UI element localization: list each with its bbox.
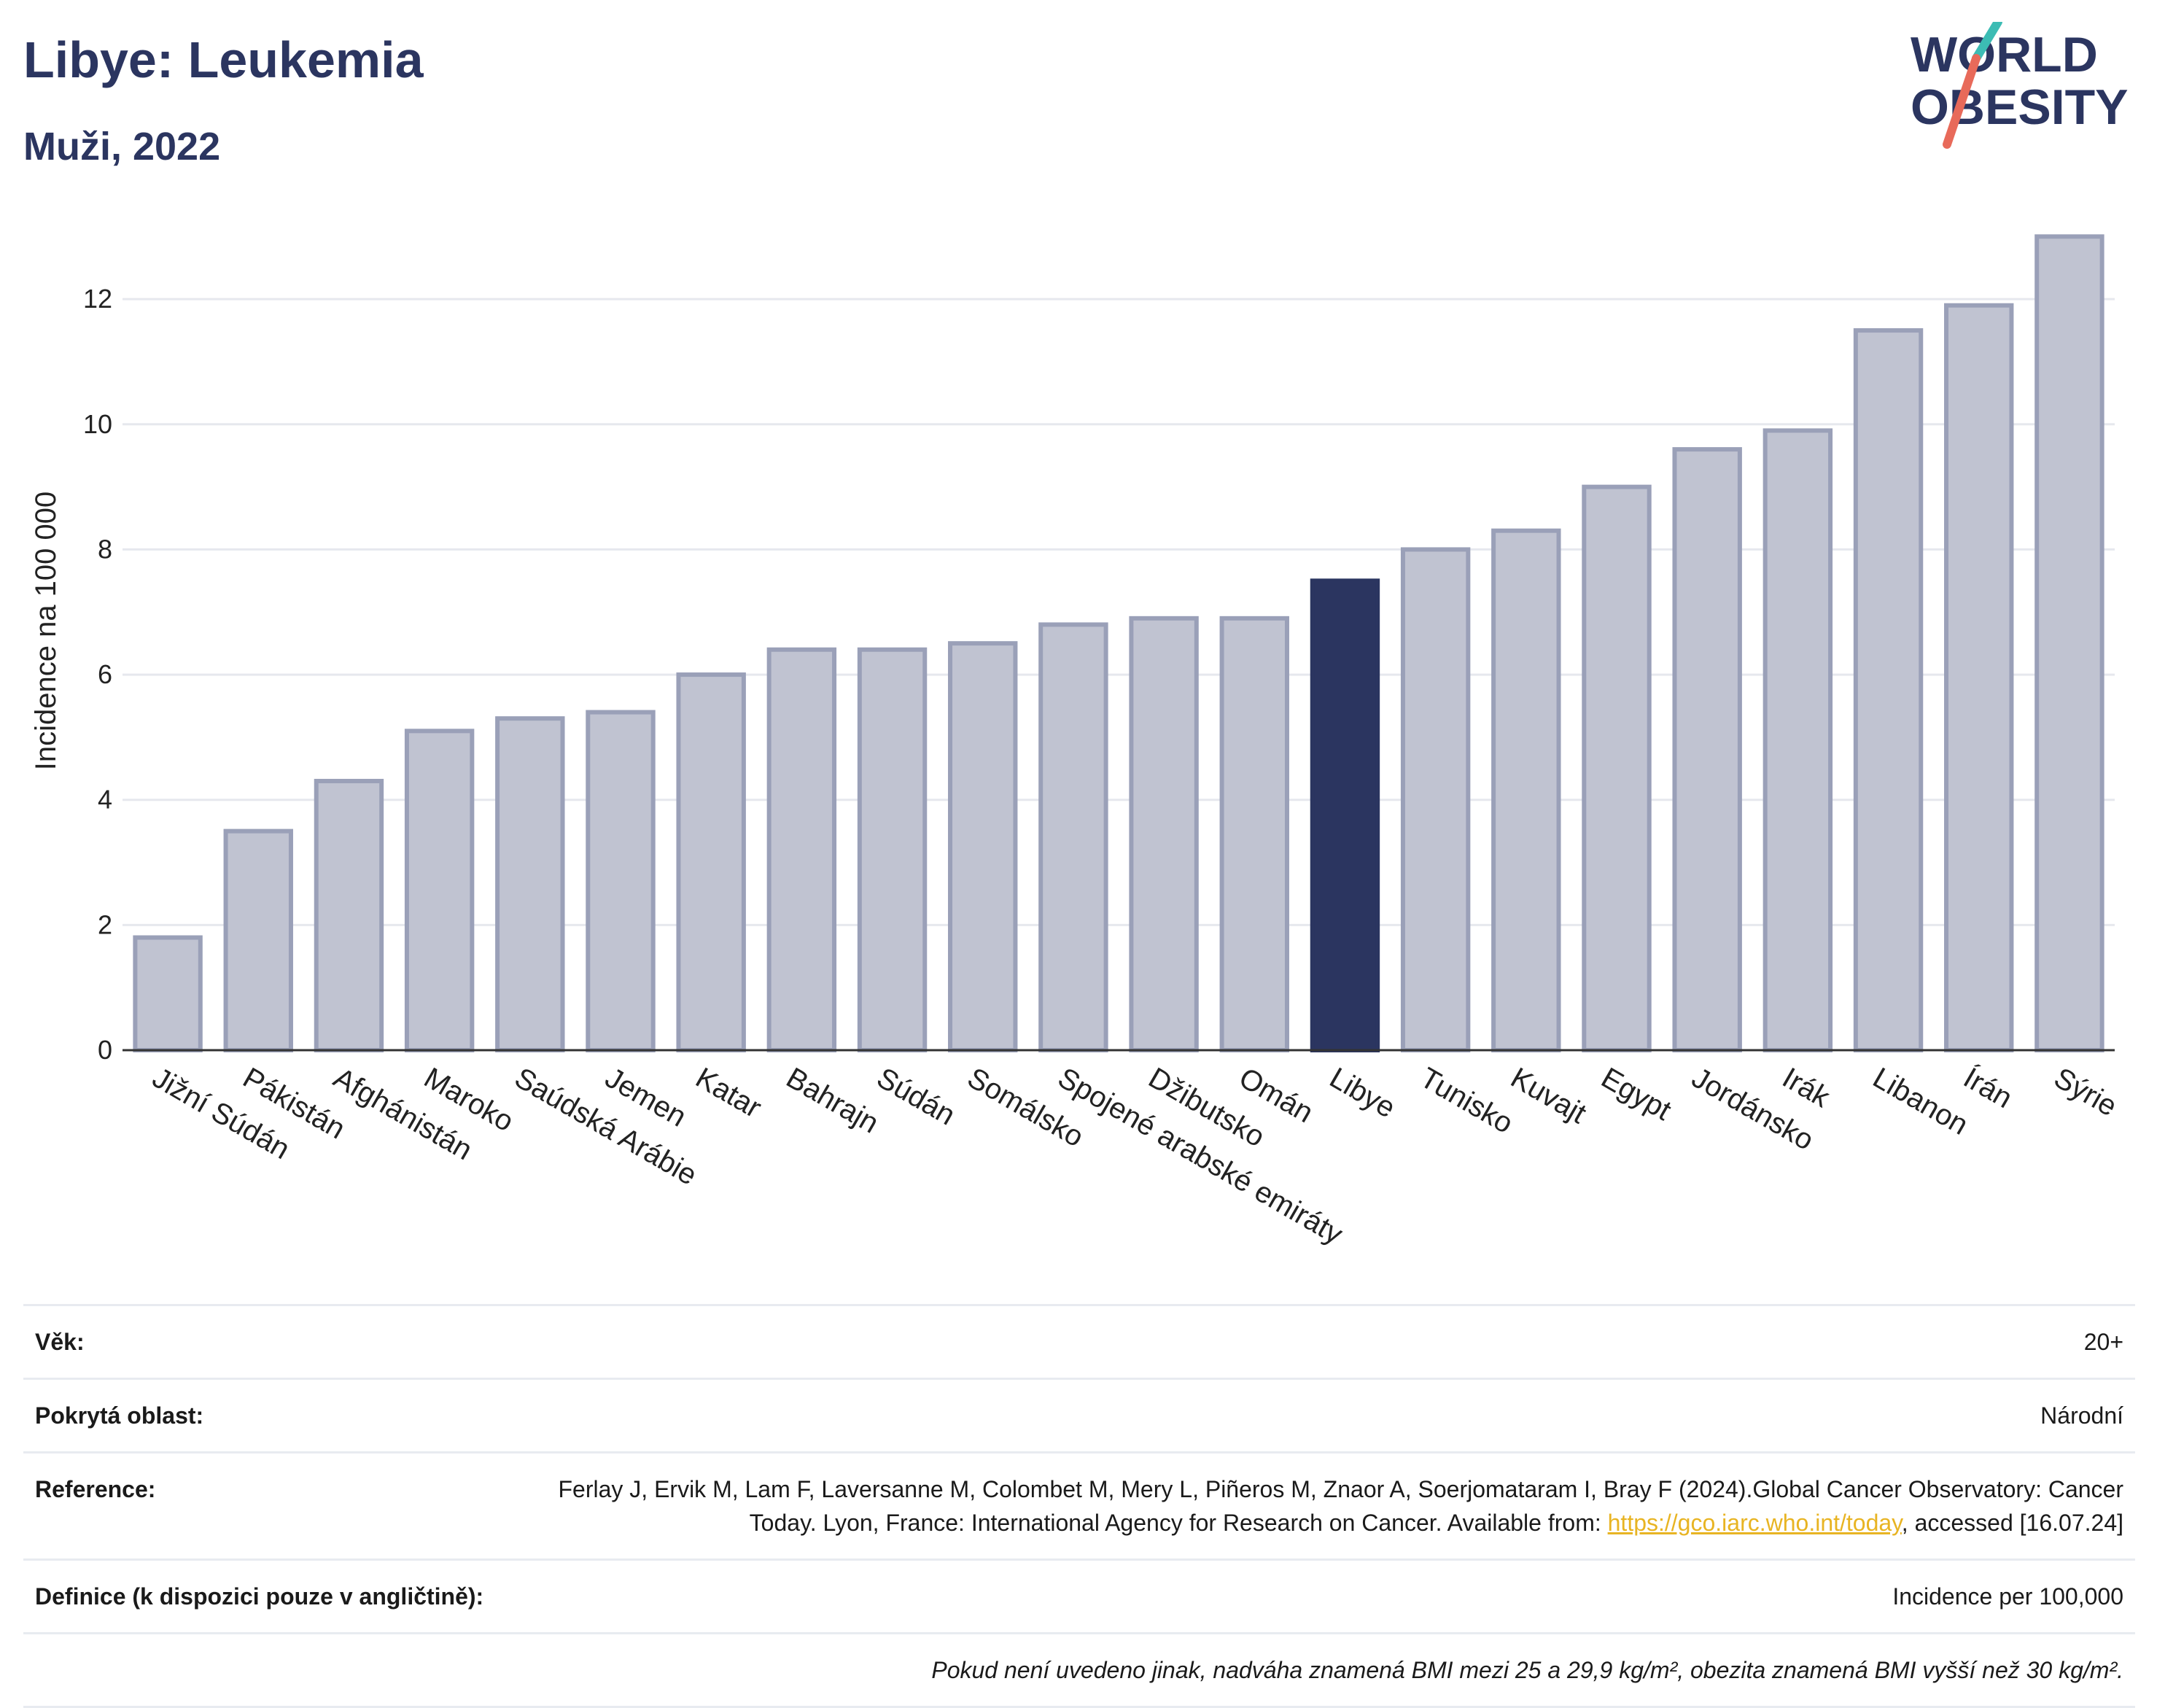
reference-text-1: Ferlay J, Ervik M, Lam F, Laversanne M, … (558, 1476, 2123, 1536)
reference-link[interactable]: https://gco.iarc.who.int/today (1607, 1510, 1902, 1536)
y-tick-label: 2 (98, 909, 112, 939)
age-label: Věk: (35, 1329, 85, 1355)
x-tick-label: Egypt (1596, 1062, 1677, 1127)
page-title: Libye: Leukemia (23, 31, 424, 88)
bar (1944, 303, 2014, 1053)
definition-value: Incidence per 100,000 (1892, 1583, 2123, 1610)
y-tick-label: 0 (98, 1035, 112, 1065)
logo-slash-teal (1972, 22, 2002, 63)
bar (857, 647, 928, 1052)
info-row-coverage: Pokrytá oblast: Národní (23, 1378, 2135, 1451)
x-tick-label: Libye (1324, 1062, 1401, 1125)
bar (948, 641, 1018, 1052)
x-tick-label: Libanon (1868, 1062, 1973, 1141)
logo-slash-coral (1943, 54, 1981, 149)
bar (495, 716, 565, 1052)
y-tick-label: 4 (98, 785, 112, 815)
bar (1491, 528, 1561, 1052)
bar (586, 710, 656, 1052)
x-tick-label: Irák (1777, 1062, 1836, 1114)
reference-value: Ferlay J, Ervik M, Lam F, Laversanne M, … (548, 1472, 2123, 1540)
bar (133, 935, 203, 1052)
x-tick-label: Írán (1958, 1061, 2018, 1114)
bar (1400, 547, 1471, 1052)
x-tick-label: Katar (691, 1062, 767, 1125)
logo-line-1: WORLD (1911, 27, 2098, 82)
definition-label: Definice (k dispozici pouze v angličtině… (35, 1583, 484, 1610)
bar (676, 672, 746, 1052)
bar (2034, 234, 2104, 1052)
bar (1129, 616, 1199, 1052)
y-tick-label: 12 (83, 284, 112, 314)
reference-label: Reference: (35, 1476, 156, 1502)
x-tick-label: Súdán (871, 1062, 960, 1132)
definition-note: Pokud není uvedeno jinak, nadváha znamen… (931, 1657, 2123, 1683)
bar (1672, 447, 1742, 1053)
coverage-value: Národní (2040, 1402, 2123, 1429)
page-subtitle: Muži, 2022 (23, 125, 221, 168)
info-row-definition: Definice (k dispozici pouze v angličtině… (23, 1558, 2135, 1632)
y-tick-label: 6 (98, 659, 112, 689)
logo-line-2: OBESITY (1911, 79, 2129, 135)
reference-text-2: , accessed [16.07.24] (1901, 1510, 2123, 1536)
bar (1038, 622, 1108, 1052)
x-tick-label: Kuvajt (1505, 1062, 1591, 1130)
bar (1582, 484, 1652, 1052)
x-tick-label: Tunisko (1415, 1062, 1518, 1140)
bar-highlight (1310, 578, 1380, 1052)
info-table: Věk: 20+ Pokrytá oblast: Národní Referen… (23, 1304, 2135, 1708)
y-tick-label: 10 (83, 409, 112, 439)
bar (766, 647, 837, 1052)
coverage-label: Pokrytá oblast: (35, 1402, 204, 1429)
world-obesity-logo: WORLD OBESITY (1911, 22, 2129, 149)
bar (404, 729, 475, 1052)
bar (1762, 428, 1833, 1053)
y-tick-label: 8 (98, 534, 112, 564)
bar (223, 828, 293, 1053)
x-tick-label: Bahrajn (781, 1062, 884, 1140)
bar (314, 778, 384, 1052)
bar (1219, 616, 1289, 1052)
info-row-age: Věk: 20+ (23, 1304, 2135, 1378)
y-axis-title: Incidence na 100 000 (30, 492, 62, 771)
info-row-reference: Reference: Ferlay J, Ervik M, Lam F, Lav… (23, 1451, 2135, 1558)
x-tick-label: Sýrie (2048, 1062, 2122, 1123)
info-row-note: Pokud není uvedeno jinak, nadváha znamen… (23, 1632, 2135, 1708)
bar (1853, 328, 1924, 1053)
age-value: 20+ (2083, 1329, 2123, 1355)
